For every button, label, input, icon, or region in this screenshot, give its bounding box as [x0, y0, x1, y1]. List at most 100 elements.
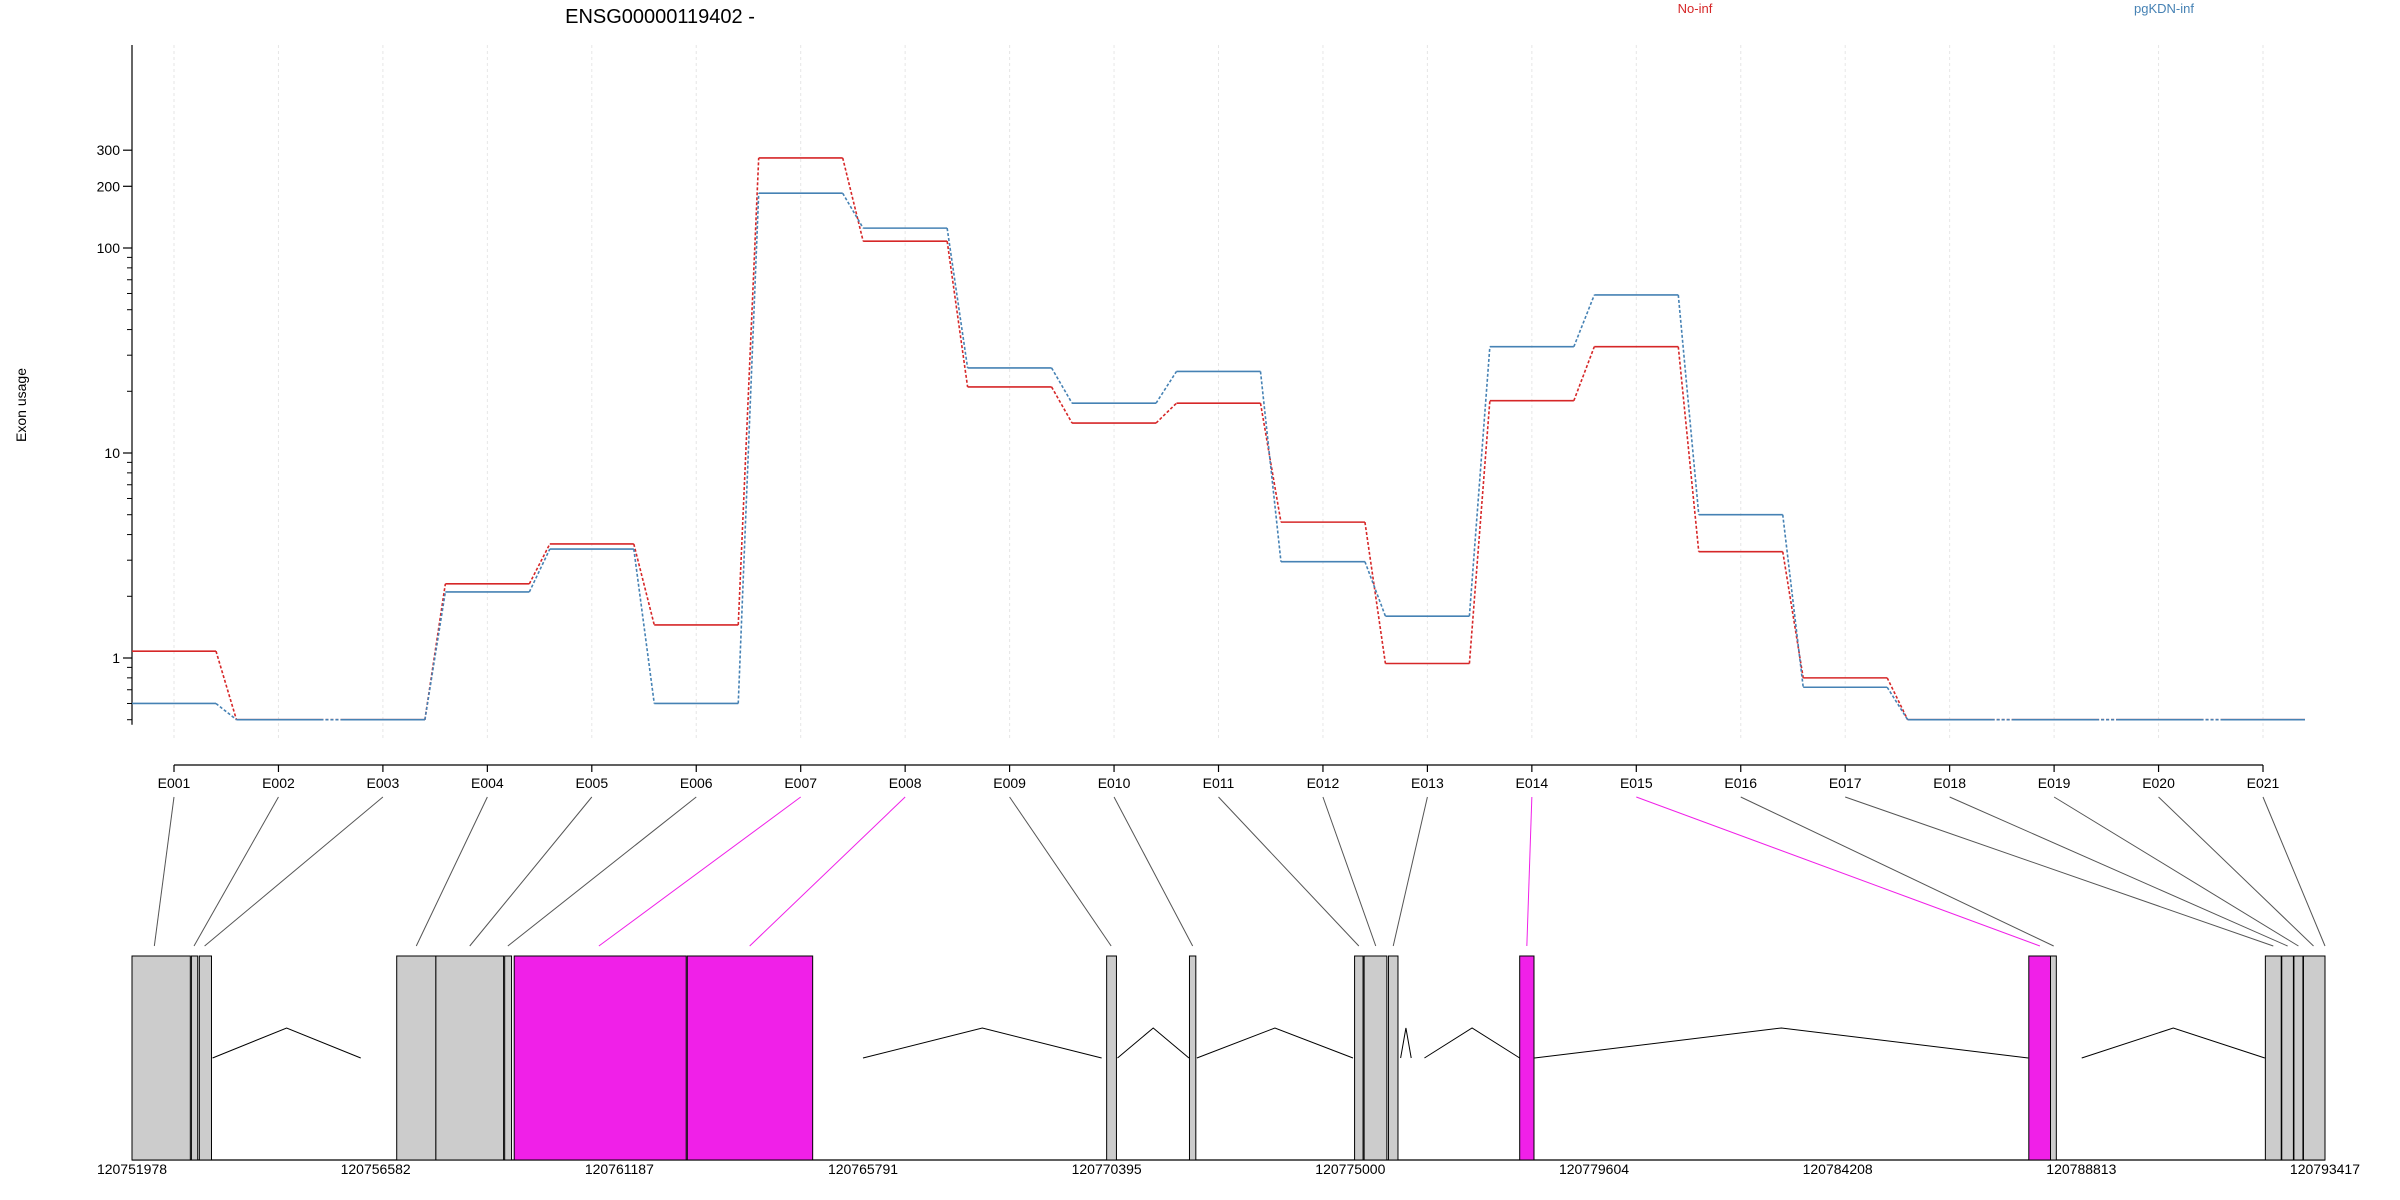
- exon-mapping-line: [193, 796, 279, 947]
- exon-block: [2264, 955, 2282, 1161]
- intron-line: [212, 1027, 361, 1059]
- exon-block: [1354, 955, 1364, 1161]
- x-tick-label: E007: [784, 775, 817, 791]
- y-tick-label: 200: [97, 178, 121, 194]
- genome-tick-label: 120779604: [1559, 1161, 1629, 1177]
- intron-line: [2081, 1027, 2265, 1059]
- series-connector: [737, 157, 760, 625]
- series-connector: [1468, 400, 1491, 664]
- exon-block: [2302, 955, 2326, 1161]
- exon-mapping-line: [1526, 796, 1533, 947]
- series-connector: [1364, 522, 1387, 664]
- series-connector: [842, 192, 864, 229]
- exon-mapping-line: [1322, 796, 1377, 947]
- x-tick-label: E017: [1829, 775, 1862, 791]
- genome-tick-label: 120761187: [585, 1161, 654, 1177]
- genome-tick-label: 120770395: [1072, 1161, 1142, 1177]
- genome-tick-label: 120756582: [341, 1161, 411, 1177]
- series-connector: [946, 241, 969, 388]
- series-connector: [1259, 371, 1282, 562]
- exon-mapping-line: [1949, 796, 2288, 947]
- exon-mapping-line: [2262, 796, 2326, 947]
- series-connector: [424, 591, 447, 720]
- x-tick-label: E011: [1203, 775, 1235, 791]
- x-tick-label: E015: [1620, 775, 1653, 791]
- intron-line: [1424, 1027, 1520, 1059]
- exon-block: [2049, 955, 2057, 1161]
- exon-block-highlighted: [1519, 955, 1535, 1161]
- exon-block-highlighted: [513, 955, 687, 1161]
- series-connector: [1886, 686, 1909, 721]
- series-connector: [1781, 551, 1804, 678]
- exon-mapping-line: [749, 796, 906, 947]
- x-tick-label: E009: [993, 775, 1026, 791]
- x-tick-label: E006: [680, 775, 713, 791]
- series-connector: [528, 548, 551, 593]
- series-connector: [1677, 294, 1700, 515]
- exon-mapping-line: [1636, 796, 2041, 947]
- series-connector: [1781, 514, 1804, 688]
- plot-area: 1 10 100 200 300 E001 E002 E003 E004 E005 E006 E007…: [97, 45, 2305, 791]
- series-connector: [215, 650, 238, 720]
- y-tick-label: 1: [112, 650, 120, 666]
- x-tick-label: E002: [262, 775, 295, 791]
- x-tick-label: E008: [889, 775, 922, 791]
- x-tick-label: E018: [1933, 775, 1966, 791]
- x-tick-label: E016: [1724, 775, 1757, 791]
- exon-block: [198, 955, 212, 1161]
- series-connector: [1468, 346, 1491, 617]
- exon-block-highlighted: [2028, 955, 2051, 1161]
- exon-mapping-line: [1392, 796, 1428, 947]
- intron-line: [862, 1027, 1102, 1059]
- genome-tick-label: 120788813: [2046, 1161, 2116, 1177]
- exon-block: [190, 955, 199, 1161]
- gene-model: 120751978 120756582 120761187 120765791 1207…: [97, 796, 2360, 1177]
- exon-mapping-line: [204, 796, 384, 947]
- exon-mapping-line: [1740, 796, 2054, 947]
- x-tick-label: E021: [2247, 775, 2280, 791]
- series-connector: [946, 228, 969, 369]
- exon-block: [1387, 955, 1399, 1161]
- exon-block: [1363, 955, 1388, 1161]
- exon-block: [504, 955, 513, 1161]
- series-connector: [737, 193, 760, 704]
- exon-mapping-line: [2158, 796, 2314, 947]
- series-connector: [1573, 294, 1596, 347]
- y-tick-label: 10: [104, 445, 120, 461]
- series-connector: [1573, 346, 1596, 401]
- genome-tick-label: 120793417: [2290, 1161, 2360, 1177]
- genome-tick-label: 120751978: [97, 1161, 167, 1177]
- x-tick-label: E005: [575, 775, 608, 791]
- exon-block: [435, 955, 505, 1161]
- exon-block-highlighted: [686, 955, 814, 1161]
- chart-title: ENSG00000119402 -: [565, 6, 755, 28]
- series-connector: [633, 543, 656, 626]
- exon-mapping-line: [415, 796, 488, 947]
- x-tick-label: E012: [1307, 775, 1340, 791]
- y-tick-label: 300: [97, 142, 121, 158]
- exon-block: [396, 955, 437, 1161]
- x-tick-label: E003: [367, 775, 400, 791]
- y-axis-label: Exon usage: [13, 368, 29, 442]
- exon-mapping-line: [507, 796, 697, 947]
- intron-line: [1117, 1027, 1190, 1059]
- x-tick-label: E019: [2038, 775, 2071, 791]
- intron-line: [1534, 1027, 2029, 1059]
- x-tick-label: E004: [471, 775, 504, 791]
- series-connector: [215, 702, 237, 721]
- exon-mapping-line: [2053, 796, 2299, 947]
- x-tick-label: E020: [2142, 775, 2175, 791]
- exon-mapping-line: [598, 796, 801, 947]
- y-tick-label: 100: [97, 240, 121, 256]
- x-tick-label: E014: [1515, 775, 1548, 791]
- exon-block: [131, 955, 191, 1161]
- series-connector: [633, 548, 656, 704]
- genome-tick-label: 120784208: [1803, 1161, 1873, 1177]
- exon-mapping-line: [1218, 796, 1360, 947]
- exon-mapping-line: [1845, 796, 2274, 947]
- series-connector: [528, 543, 551, 585]
- exon-block: [2293, 955, 2304, 1161]
- genome-tick-label: 120765791: [828, 1161, 898, 1177]
- legend-label-pgkdn-inf: pgKDN-inf: [2134, 1, 2194, 16]
